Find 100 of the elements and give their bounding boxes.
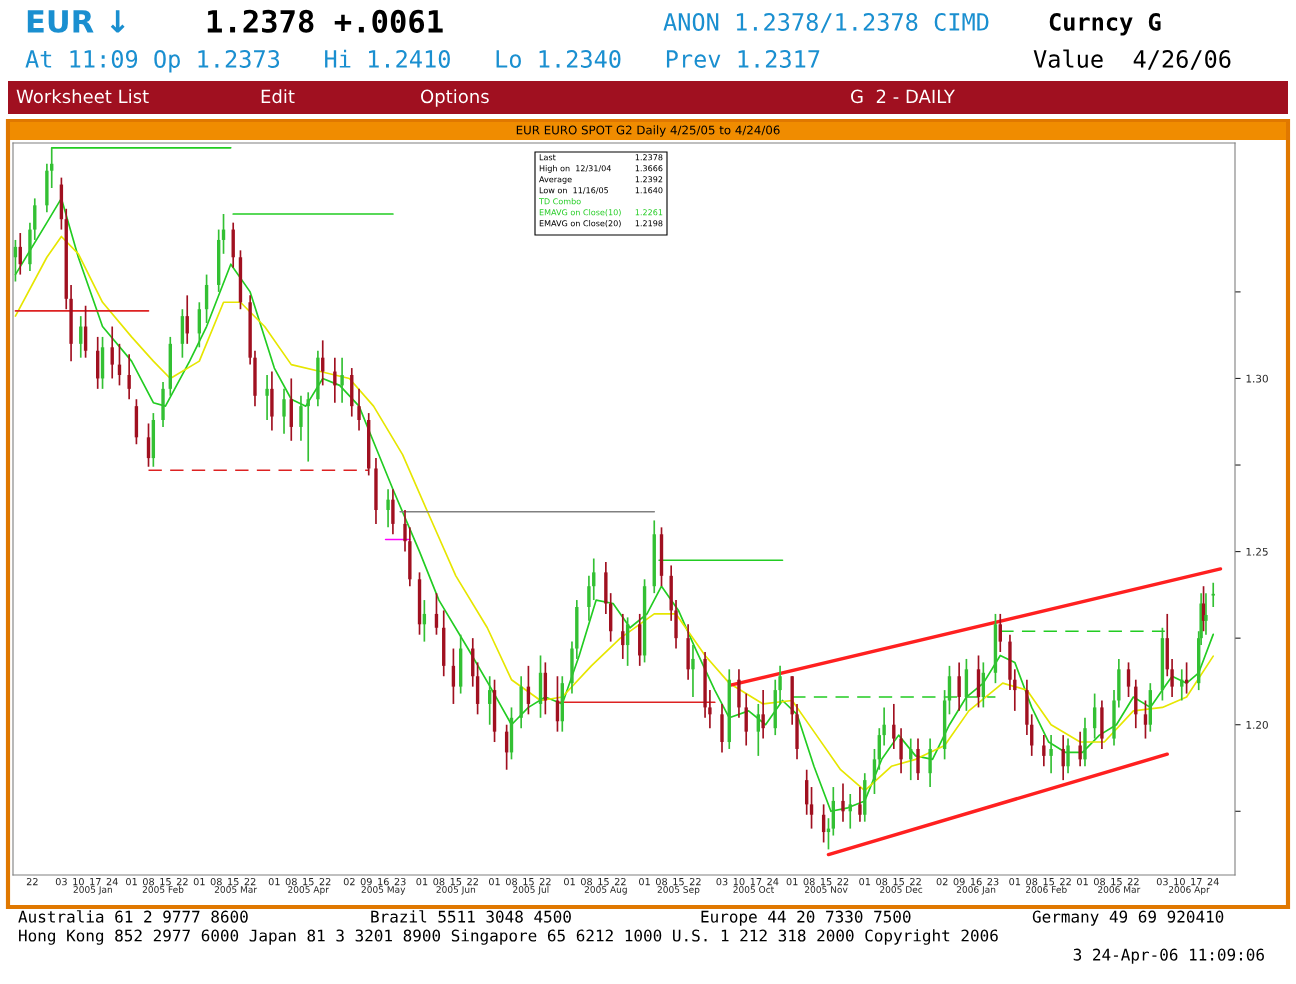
x-tick-label: 15 xyxy=(820,878,832,886)
candlestick xyxy=(1049,734,1053,775)
candlestick xyxy=(403,509,407,553)
annotation: Low on 11/16/05 xyxy=(539,187,609,194)
x2-tick-label: 2006 Mar xyxy=(1098,886,1141,893)
candlestick xyxy=(899,727,903,775)
x-tick-label: 16 xyxy=(970,877,982,886)
x-tick-label: 08 xyxy=(580,877,593,886)
x-tick-label: 22 xyxy=(26,877,38,886)
x-tick-label: 15 xyxy=(228,878,239,886)
text: Worksheet List xyxy=(16,89,149,104)
x-tick-label: 22 xyxy=(614,877,626,886)
text: ANON 1.2378/1.2378 CIMD xyxy=(663,13,989,33)
candlestick xyxy=(841,782,845,823)
x-tick-label: 01 xyxy=(1009,877,1021,886)
x-tick-label: 22 xyxy=(837,877,849,886)
candlestick xyxy=(809,786,814,830)
x-tick-label: 03 xyxy=(1156,877,1168,886)
x-tick-label: 17 xyxy=(750,878,762,886)
annotation: Last xyxy=(539,154,556,161)
candlestick xyxy=(127,353,131,401)
candlestick xyxy=(778,665,782,705)
x2-tick-label: 2006 Feb xyxy=(1026,885,1067,893)
x-tick-label: 01 xyxy=(489,877,500,886)
x-tick-label: 22 xyxy=(1060,877,1071,886)
x-tick-label: 16 xyxy=(378,877,389,886)
candlestick xyxy=(1204,592,1208,636)
chart-title: EUR EURO SPOT G2 Daily 4/25/05 to 4/24/06 xyxy=(516,125,780,137)
text: Hong Kong 852 2977 6000 Japan 81 3 3201 8900 Singapore 65 6212 1000 U.S. 1 212 318 2000 Copyright 2006 xyxy=(19,929,998,945)
x-tick-label: 22 xyxy=(467,877,478,886)
x-tick-label: 08 xyxy=(803,877,815,886)
candlestick xyxy=(299,394,303,442)
x-tick-label: 15 xyxy=(523,878,534,886)
text: Options xyxy=(421,89,489,107)
annotation: 1.2378 xyxy=(635,154,663,161)
candlestick xyxy=(1180,668,1184,702)
x2-tick-label: 2005 Jan xyxy=(73,886,112,895)
annotation: TD Combo xyxy=(538,198,581,205)
x2-tick-label: 2006 Jan xyxy=(956,886,996,895)
x-tick-label: 22 xyxy=(1127,877,1139,886)
x-tick-label: 01 xyxy=(639,877,650,886)
x-tick-label: 08 xyxy=(1026,877,1038,886)
text: 1.2378 +.0061 xyxy=(207,9,443,33)
x-tick-label: 15 xyxy=(893,878,904,886)
x-tick-label: 08 xyxy=(655,877,668,886)
x-tick-label: 08 xyxy=(1093,877,1106,886)
x-tick-label: 01 xyxy=(193,877,205,886)
annotation: 1.2392 xyxy=(635,176,663,183)
candlestick xyxy=(858,786,862,823)
text: Edit xyxy=(261,89,295,104)
candlestick xyxy=(872,748,877,795)
x2-tick-label: 2005 May xyxy=(361,886,406,895)
x-tick-label: 03 xyxy=(55,877,67,886)
text: Germany 49 69 920410 xyxy=(1032,910,1224,926)
candlestick xyxy=(756,703,760,757)
candlestick xyxy=(146,422,151,468)
x-tick-label: 23 xyxy=(987,877,999,886)
x-tick-label: 15 xyxy=(303,878,314,886)
x-tick-label: 10 xyxy=(73,877,84,886)
candlestick xyxy=(1092,692,1097,740)
candlestick xyxy=(708,689,712,730)
candlestick xyxy=(1066,737,1070,775)
text: Brazil 5511 3048 4500 xyxy=(371,910,571,923)
x-tick-label: 24 xyxy=(767,877,779,886)
x-tick-label: 01 xyxy=(859,877,871,886)
x-tick-label: 08 xyxy=(285,877,297,886)
x-tick-label: 01 xyxy=(268,877,280,886)
text: EUR ↓ xyxy=(27,10,125,33)
candlestick xyxy=(957,661,961,712)
text: Curncy G xyxy=(1049,12,1161,36)
x2-tick-label: 2005 Aug xyxy=(584,886,627,895)
candlestick xyxy=(1170,658,1174,698)
x-tick-label: 22 xyxy=(689,877,701,886)
x-tick-label: 15 xyxy=(673,878,684,886)
x-tick-label: 10 xyxy=(733,877,745,886)
candlestick xyxy=(386,488,390,529)
candlestick xyxy=(110,325,114,380)
x2-tick-label: 2005 Nov xyxy=(804,886,848,893)
x-tick-label: 08 xyxy=(876,877,888,886)
x-tick-label: 02 xyxy=(343,877,355,886)
candlestick xyxy=(892,703,896,750)
text: 3 24-Apr-06 11:09:06 xyxy=(1073,948,1264,964)
x-tick-label: 22 xyxy=(244,877,256,886)
candlestick xyxy=(451,647,456,705)
annotation: 1.2261 xyxy=(635,209,663,216)
candlestick xyxy=(587,574,591,622)
candlestick xyxy=(306,391,310,463)
candlestick xyxy=(625,616,630,667)
candlestick xyxy=(50,147,54,189)
candlestick xyxy=(282,388,286,435)
annotation: 1.2198 xyxy=(635,220,663,227)
y-tick-label: 1.30 xyxy=(1246,374,1268,383)
annotation: Average xyxy=(539,176,572,184)
candlestick xyxy=(848,793,852,830)
text: G 2 - DAILY xyxy=(851,89,955,104)
x2-tick-label: 2005 Jun xyxy=(436,886,476,895)
x2-tick-label: 2005 Oct xyxy=(733,886,774,893)
x-tick-label: 24 xyxy=(106,877,118,886)
annotation: 1.3666 xyxy=(635,165,663,172)
candlestick xyxy=(340,356,344,404)
